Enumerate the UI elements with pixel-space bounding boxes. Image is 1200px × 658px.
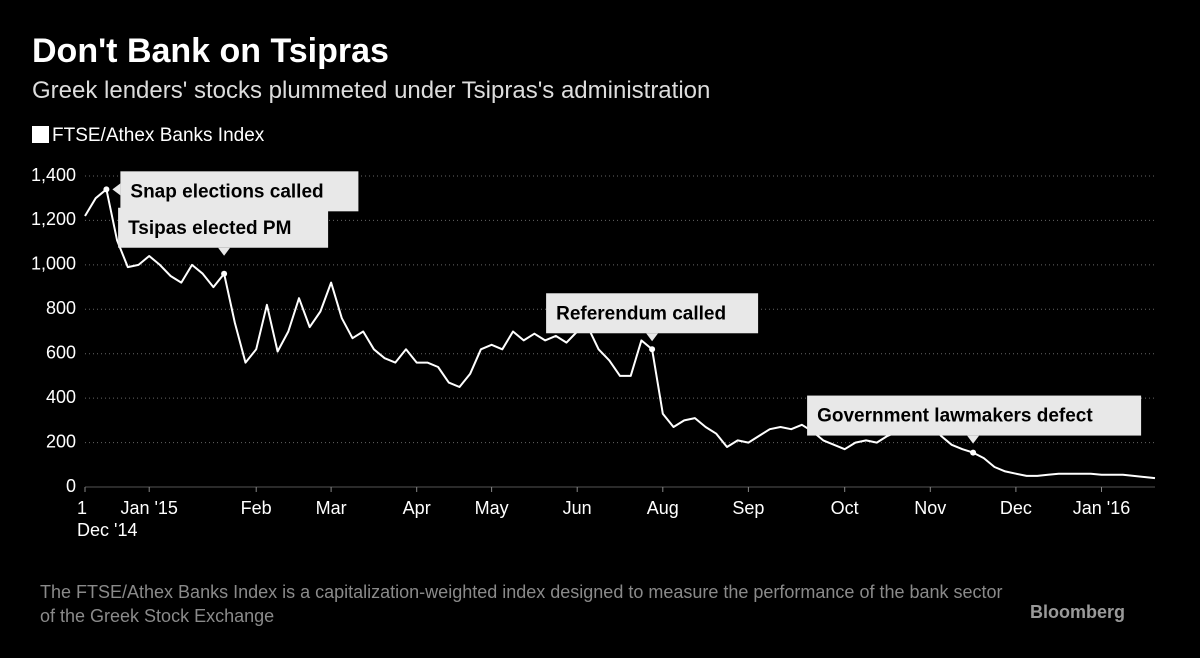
y-tick-label: 200 [46, 431, 76, 451]
annotation-pointer [218, 247, 231, 256]
x-tick-label: Apr [402, 498, 431, 518]
annotation-box [120, 171, 359, 212]
line [84, 188, 1156, 480]
x-tick-label: Jun [562, 498, 592, 518]
annotation-pointer [967, 435, 980, 444]
annotation-text: Snap elections called [130, 181, 323, 202]
annotation-marker [649, 346, 656, 353]
y-tick-label: 800 [46, 298, 76, 318]
x-tick-label: Mar [315, 498, 347, 518]
annotation-text: Referendum called [556, 303, 726, 324]
legend-swatch [32, 126, 49, 143]
chart-subtitle: Greek lenders' stocks plummeted under Ts… [32, 77, 711, 104]
chart-title: Don't Bank on Tsipras [32, 32, 389, 70]
y-tick-label: 1,000 [31, 254, 76, 274]
x-tick-label: Aug [646, 498, 679, 518]
x-tick-label: May [474, 498, 509, 518]
note: The FTSE/Athex Banks Index is a capitali… [40, 582, 1003, 626]
annotation-pointer [112, 183, 121, 196]
x-tick-label: Jan '16 [1072, 498, 1131, 518]
legend: FTSE/Athex Banks Index [32, 125, 264, 147]
annotation-marker [221, 270, 228, 277]
y-tick-label: 400 [46, 387, 76, 407]
x-tick-label: Feb [240, 498, 272, 518]
annotation-text: Government lawmakers defect [817, 406, 1093, 427]
x-tick-label: Nov [914, 498, 947, 518]
annotation-pointer [646, 333, 659, 342]
x-tick-label: Dec [999, 498, 1032, 518]
annotation-box [807, 395, 1142, 436]
annotation-box [546, 293, 759, 334]
x-tick-label: 1 Dec '14 [77, 498, 138, 540]
x-tick-label: Jan '15 [120, 498, 178, 518]
y-tick-label: 1,400 [31, 165, 76, 185]
source: Bloomberg [1030, 602, 1126, 622]
annotation-marker [970, 449, 977, 456]
y-tick-label: 600 [46, 342, 76, 362]
annotation-box [118, 207, 329, 248]
legend-label: FTSE/Athex Banks Index [52, 125, 265, 146]
y-tick-label: 1,200 [31, 209, 76, 229]
x-tick-label: Oct [830, 498, 859, 518]
y-tick-label: 0 [66, 476, 76, 496]
annotation-marker [103, 186, 110, 193]
x-tick-label: Sep [732, 498, 765, 518]
annotation-text: Tsipas elected PM [128, 218, 291, 239]
